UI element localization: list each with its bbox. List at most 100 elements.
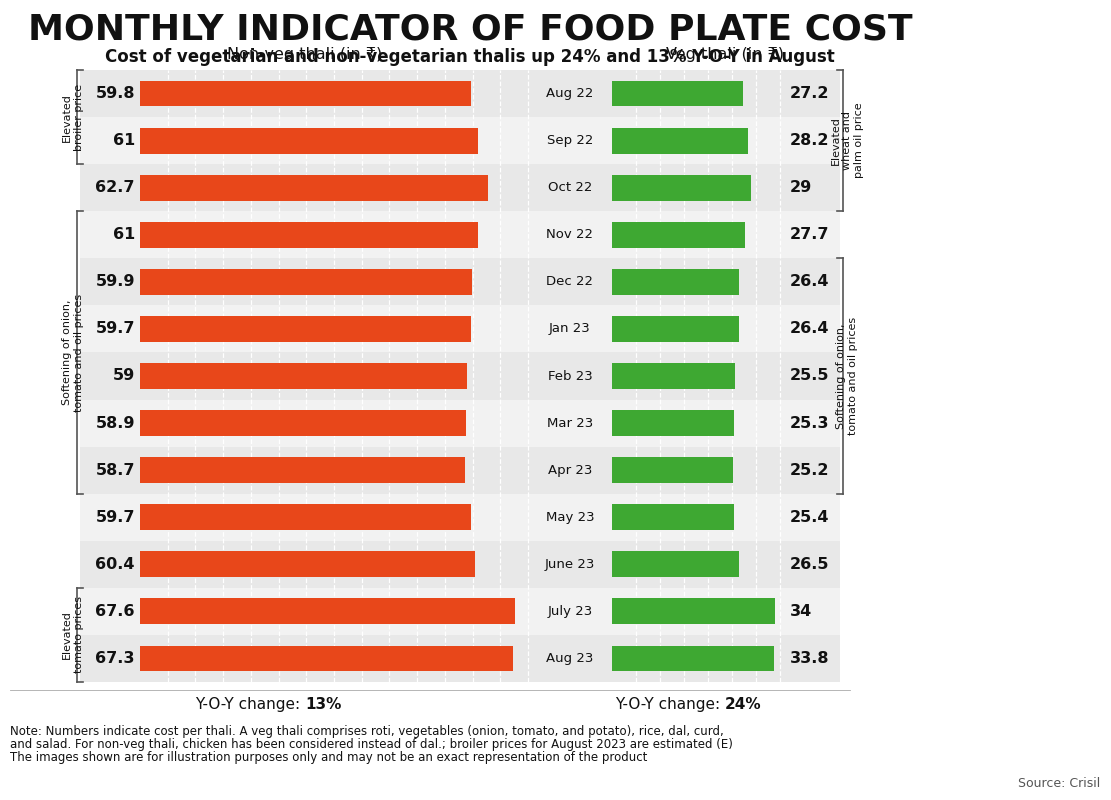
- Text: 26.4: 26.4: [790, 322, 830, 337]
- Bar: [612, 458, 733, 483]
- Bar: [140, 598, 514, 624]
- Text: Elevated
wheat and
palm oil price: Elevated wheat and palm oil price: [830, 103, 863, 178]
- Text: 59.7: 59.7: [96, 322, 136, 337]
- Text: 13%: 13%: [306, 697, 341, 712]
- Bar: [140, 222, 478, 248]
- Bar: [80, 70, 530, 682]
- Bar: [612, 363, 734, 389]
- Text: 59.7: 59.7: [96, 510, 136, 525]
- Text: Note: Numbers indicate cost per thali. A veg thali comprises roti, vegetables (o: Note: Numbers indicate cost per thali. A…: [10, 725, 723, 738]
- Text: Source: Crisil: Source: Crisil: [1018, 777, 1100, 790]
- Bar: [612, 598, 775, 624]
- Bar: [80, 211, 530, 258]
- Bar: [612, 174, 751, 201]
- Bar: [612, 269, 739, 294]
- Text: Y-O-Y change:: Y-O-Y change:: [196, 697, 306, 712]
- Text: 59: 59: [112, 369, 136, 383]
- Bar: [530, 70, 610, 682]
- Text: 28.2: 28.2: [790, 133, 830, 148]
- Text: 34: 34: [790, 604, 812, 619]
- Bar: [140, 646, 513, 671]
- Bar: [140, 458, 466, 483]
- Bar: [140, 551, 474, 578]
- Text: Elevated
broiler price: Elevated broiler price: [62, 83, 83, 150]
- Bar: [612, 646, 774, 671]
- Text: 26.4: 26.4: [790, 274, 830, 290]
- Bar: [612, 128, 748, 154]
- Bar: [140, 128, 478, 154]
- Bar: [610, 70, 840, 682]
- Bar: [530, 494, 610, 541]
- Text: Y-O-Y change:: Y-O-Y change:: [615, 697, 725, 712]
- Bar: [612, 81, 743, 106]
- Bar: [140, 410, 467, 436]
- Text: Dec 22: Dec 22: [547, 275, 593, 288]
- Bar: [610, 117, 840, 164]
- Text: 27.2: 27.2: [790, 86, 830, 101]
- Text: 58.9: 58.9: [96, 415, 136, 430]
- Text: 24%: 24%: [725, 697, 762, 712]
- Bar: [610, 588, 840, 635]
- Text: and salad. For non-veg thali, chicken has been considered instead of dal.; broil: and salad. For non-veg thali, chicken ha…: [10, 738, 733, 751]
- Bar: [610, 494, 840, 541]
- Text: 25.5: 25.5: [790, 369, 830, 383]
- Text: Veg thali (in ₹): Veg thali (in ₹): [665, 47, 784, 62]
- Bar: [610, 211, 840, 258]
- Bar: [612, 410, 733, 436]
- Bar: [140, 269, 472, 294]
- Bar: [530, 399, 610, 446]
- Text: Cost of vegetarian and non-vegetarian thalis up 24% and 13% Y-O-Y in August: Cost of vegetarian and non-vegetarian th…: [106, 48, 834, 66]
- Bar: [612, 222, 745, 248]
- Text: 62.7: 62.7: [96, 180, 136, 195]
- Bar: [530, 588, 610, 635]
- Bar: [610, 306, 840, 353]
- Text: 67.3: 67.3: [96, 651, 136, 666]
- Text: 61: 61: [112, 227, 136, 242]
- Bar: [610, 399, 840, 446]
- Text: Elevated
tomato prices: Elevated tomato prices: [62, 597, 83, 674]
- Text: May 23: May 23: [546, 510, 594, 524]
- Bar: [80, 588, 530, 635]
- Text: 26.5: 26.5: [790, 557, 830, 572]
- Bar: [140, 174, 488, 201]
- Text: 29: 29: [790, 180, 812, 195]
- Text: Softening of onion,
tomato and oil prices: Softening of onion, tomato and oil price…: [62, 294, 83, 411]
- Bar: [80, 494, 530, 541]
- Text: Jan 23: Jan 23: [549, 322, 591, 335]
- Bar: [140, 316, 471, 342]
- Bar: [80, 306, 530, 353]
- Text: 59.9: 59.9: [96, 274, 136, 290]
- Text: Mar 23: Mar 23: [547, 417, 593, 430]
- Text: 58.7: 58.7: [96, 462, 136, 478]
- Text: 60.4: 60.4: [96, 557, 136, 572]
- Text: Nov 22: Nov 22: [547, 228, 593, 242]
- Text: Softening of onion,
tomato and oil prices: Softening of onion, tomato and oil price…: [837, 317, 858, 435]
- Bar: [612, 316, 739, 342]
- Bar: [140, 81, 471, 106]
- Text: Apr 23: Apr 23: [548, 464, 592, 477]
- Text: July 23: July 23: [548, 605, 592, 618]
- Text: 67.6: 67.6: [96, 604, 136, 619]
- Bar: [530, 117, 610, 164]
- Text: Sep 22: Sep 22: [547, 134, 593, 147]
- Text: 27.7: 27.7: [790, 227, 830, 242]
- Text: MONTHLY INDICATOR OF FOOD PLATE COST: MONTHLY INDICATOR OF FOOD PLATE COST: [28, 13, 912, 47]
- Text: Aug 22: Aug 22: [547, 87, 593, 100]
- Bar: [140, 504, 471, 530]
- Text: Aug 23: Aug 23: [547, 652, 593, 665]
- Text: 33.8: 33.8: [790, 651, 830, 666]
- Text: Non-veg thali (in ₹): Non-veg thali (in ₹): [228, 47, 382, 62]
- Bar: [140, 363, 467, 389]
- Bar: [530, 306, 610, 353]
- Text: 25.3: 25.3: [790, 415, 830, 430]
- Bar: [80, 399, 530, 446]
- Text: The images shown are for illustration purposes only and may not be an exact repr: The images shown are for illustration pu…: [10, 751, 648, 764]
- Bar: [612, 551, 739, 578]
- Bar: [80, 117, 530, 164]
- Text: Oct 22: Oct 22: [548, 181, 592, 194]
- Bar: [530, 211, 610, 258]
- Text: 59.8: 59.8: [96, 86, 136, 101]
- Text: 61: 61: [112, 133, 136, 148]
- Text: Feb 23: Feb 23: [548, 370, 592, 382]
- Text: June 23: June 23: [544, 558, 595, 571]
